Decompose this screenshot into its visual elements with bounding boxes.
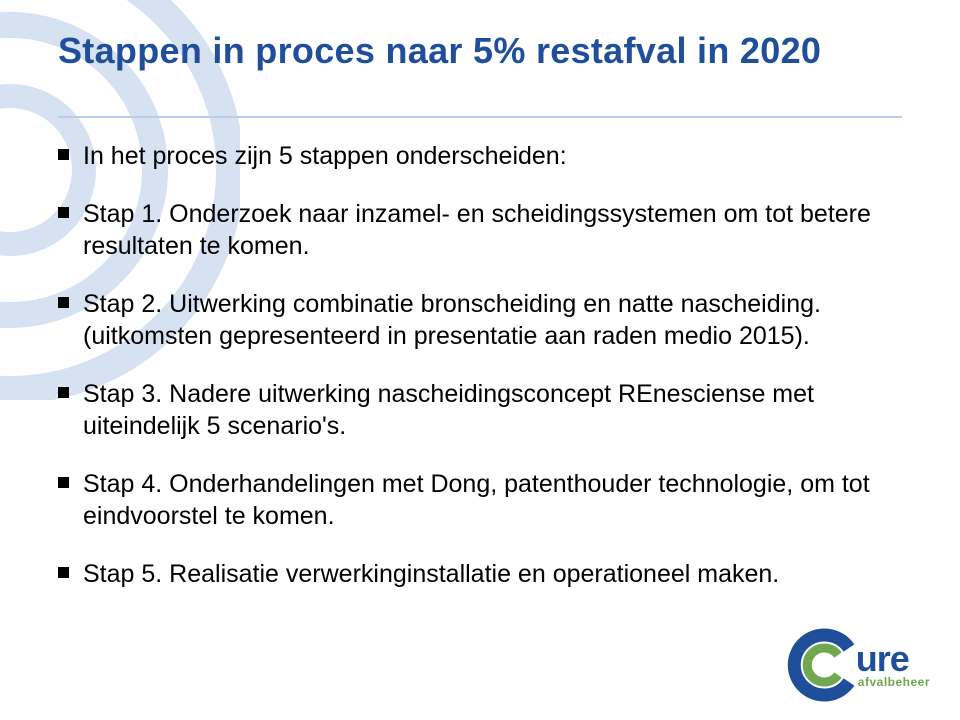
logo-sub-text: afvalbeheer [858,675,930,689]
list-item: Stap 2. Uitwerking combinatie bronscheid… [58,288,902,352]
bullet-marker-icon [58,149,69,160]
bullet-marker-icon [58,207,69,218]
bullet-text: Stap 1. Onderzoek naar inzamel- en schei… [83,198,902,262]
bullet-marker-icon [58,387,69,398]
list-item: Stap 3. Nadere uitwerking nascheidingsco… [58,378,902,442]
page-title: Stappen in proces naar 5% restafval in 2… [58,30,821,72]
logo-main-text: ure [856,641,930,677]
bullet-marker-icon [58,567,69,578]
cure-logo: ure afvalbeheer [786,628,930,702]
bullet-text: Stap 4. Onderhandelingen met Dong, paten… [83,468,902,532]
bullet-list: In het proces zijn 5 stappen onderscheid… [58,140,902,616]
bullet-text: In het proces zijn 5 stappen onderscheid… [83,140,567,172]
bullet-text: Stap 2. Uitwerking combinatie bronscheid… [83,288,902,352]
title-underline [58,116,902,118]
slide-container: Stappen in proces naar 5% restafval in 2… [0,0,960,720]
logo-text: ure afvalbeheer [856,641,930,689]
list-item: In het proces zijn 5 stappen onderscheid… [58,140,902,172]
list-item: Stap 1. Onderzoek naar inzamel- en schei… [58,198,902,262]
bullet-text: Stap 5. Realisatie verwerkinginstallatie… [83,558,779,590]
bullet-marker-icon [58,477,69,488]
bullet-marker-icon [58,297,69,308]
list-item: Stap 4. Onderhandelingen met Dong, paten… [58,468,902,532]
list-item: Stap 5. Realisatie verwerkinginstallatie… [58,558,902,590]
bullet-text: Stap 3. Nadere uitwerking nascheidingsco… [83,378,902,442]
logo-c-icon [786,628,860,702]
